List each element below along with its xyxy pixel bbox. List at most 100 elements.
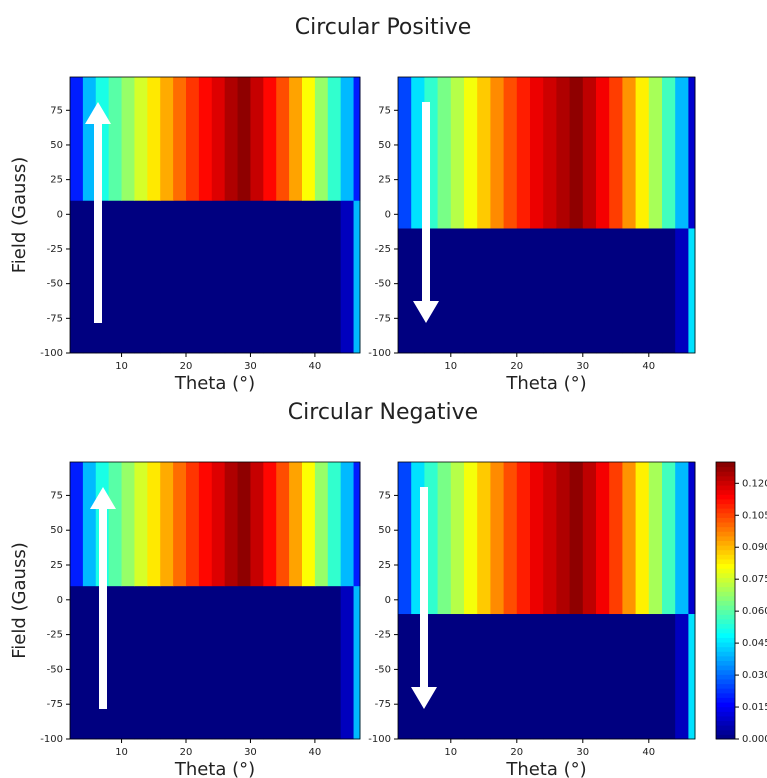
- plot-frame: [397, 76, 696, 354]
- heatmap-cell: [340, 462, 355, 587]
- heatmap-cell: [263, 200, 277, 354]
- heatmap-cell: [450, 613, 465, 740]
- heatmap-cell: [250, 585, 264, 740]
- colorbar-segment: [716, 688, 735, 694]
- heatmap-cell: [147, 200, 161, 354]
- heatmap-cell: [490, 462, 505, 615]
- heatmap-cell: [688, 613, 696, 740]
- colorbar-segment: [716, 471, 735, 477]
- colorbar-segment: [716, 665, 735, 671]
- colorbar-segment: [716, 526, 735, 532]
- heatmap-cell: [147, 77, 161, 201]
- heatmap-cell: [327, 585, 342, 740]
- colorbar-segment: [716, 678, 735, 685]
- heatmap-cell: [635, 462, 650, 615]
- heatmap-cell: [276, 585, 290, 740]
- sweep-arrow: [85, 102, 111, 323]
- heatmap-cell: [289, 200, 303, 354]
- y-tick-label: -25: [375, 630, 391, 641]
- heatmap-cell: [596, 462, 610, 615]
- colorbar-segment: [716, 651, 735, 657]
- y-tick-label: 50: [378, 140, 391, 151]
- x-axis-label: Theta (°): [174, 373, 255, 394]
- y-tick-label: -100: [40, 348, 63, 359]
- colorbar-segment: [716, 669, 735, 675]
- heatmap-cell: [173, 585, 187, 740]
- heatmap-cell: [82, 77, 97, 201]
- heatmap-cell: [82, 200, 97, 354]
- x-tick-label: 30: [244, 747, 257, 758]
- colorbar-segment: [716, 563, 735, 569]
- heatmap-cell: [648, 77, 663, 229]
- colorbar-segment: [716, 577, 735, 583]
- x-tick-label: 30: [576, 747, 589, 758]
- heatmap-cell: [353, 200, 361, 354]
- colorbar-segment: [716, 535, 735, 541]
- x-tick-label: 40: [642, 361, 655, 372]
- colorbar-segment: [716, 628, 735, 634]
- heatmap-cell: [160, 77, 174, 201]
- heatmap-cell: [556, 613, 571, 740]
- colorbar-segment: [716, 720, 735, 726]
- colorbar-segment: [716, 522, 735, 528]
- heatmap-cell: [289, 77, 303, 201]
- heatmap-cell: [289, 462, 303, 587]
- heatmap-cell: [263, 462, 277, 587]
- colorbar-segment: [716, 466, 735, 472]
- x-tick-label: 10: [115, 747, 128, 758]
- heatmap-cell: [340, 585, 355, 740]
- colorbar-tick-label: 0.030: [742, 670, 767, 681]
- x-tick-label: 40: [309, 747, 322, 758]
- heatmap-cell: [121, 77, 135, 201]
- heatmap-cell: [556, 462, 571, 615]
- colorbar-frame: [715, 461, 736, 740]
- y-tick-label: 0: [385, 595, 391, 606]
- heatmap-cell: [662, 77, 676, 229]
- y-tick-label: -50: [47, 664, 63, 675]
- colorbar-segment: [716, 540, 735, 546]
- heatmap-cell: [198, 200, 213, 354]
- colorbar-segment: [716, 586, 735, 592]
- heatmap-cell: [160, 585, 174, 740]
- heatmap-cell: [464, 462, 478, 615]
- heatmap-cell: [437, 462, 452, 615]
- colorbar-segment: [716, 549, 735, 555]
- heatmap-cell: [477, 613, 491, 740]
- heatmap-cell: [477, 77, 491, 229]
- y-tick-label: 0: [57, 595, 63, 606]
- colorbar-segment: [716, 494, 735, 500]
- heatmap-cell: [622, 77, 637, 229]
- heatmap-cell: [108, 200, 123, 354]
- heatmap-cell: [464, 77, 478, 229]
- colorbar-segment: [716, 725, 735, 731]
- heatmap-cell: [314, 585, 329, 740]
- heatmap-cell: [516, 228, 531, 354]
- heatmap-cell: [186, 462, 200, 587]
- heatmap-cell: [622, 613, 637, 740]
- heatmap-cell: [609, 228, 623, 354]
- colorbar-tick-label: 0.120: [742, 478, 767, 489]
- heatmap-cell: [411, 228, 425, 354]
- colorbar-segment: [716, 729, 735, 735]
- heatmap-cell: [263, 77, 277, 201]
- heatmap-cell: [582, 462, 597, 615]
- colorbar-tick-label: 0.060: [742, 606, 767, 617]
- heatmap-cell: [530, 228, 544, 354]
- y-tick-label: -25: [47, 244, 63, 255]
- colorbar-segment: [716, 517, 735, 523]
- heatmap-cell: [464, 228, 478, 354]
- heatmap-cell: [134, 462, 148, 587]
- heatmap-cell: [211, 462, 226, 587]
- heatmap-cell: [622, 228, 637, 354]
- heatmap-cell: [237, 462, 251, 587]
- colorbar-segment: [716, 572, 735, 578]
- heatmap-cell: [596, 77, 610, 229]
- y-tick-label: 25: [50, 175, 63, 186]
- heatmap-cell: [314, 77, 329, 201]
- plot-frame: [397, 461, 696, 740]
- heatmap-cell: [477, 228, 491, 354]
- colorbar-segment: [716, 605, 735, 611]
- heatmap-cell: [490, 77, 505, 229]
- x-axis-label: Theta (°): [505, 759, 586, 778]
- plot-frame: [69, 76, 361, 354]
